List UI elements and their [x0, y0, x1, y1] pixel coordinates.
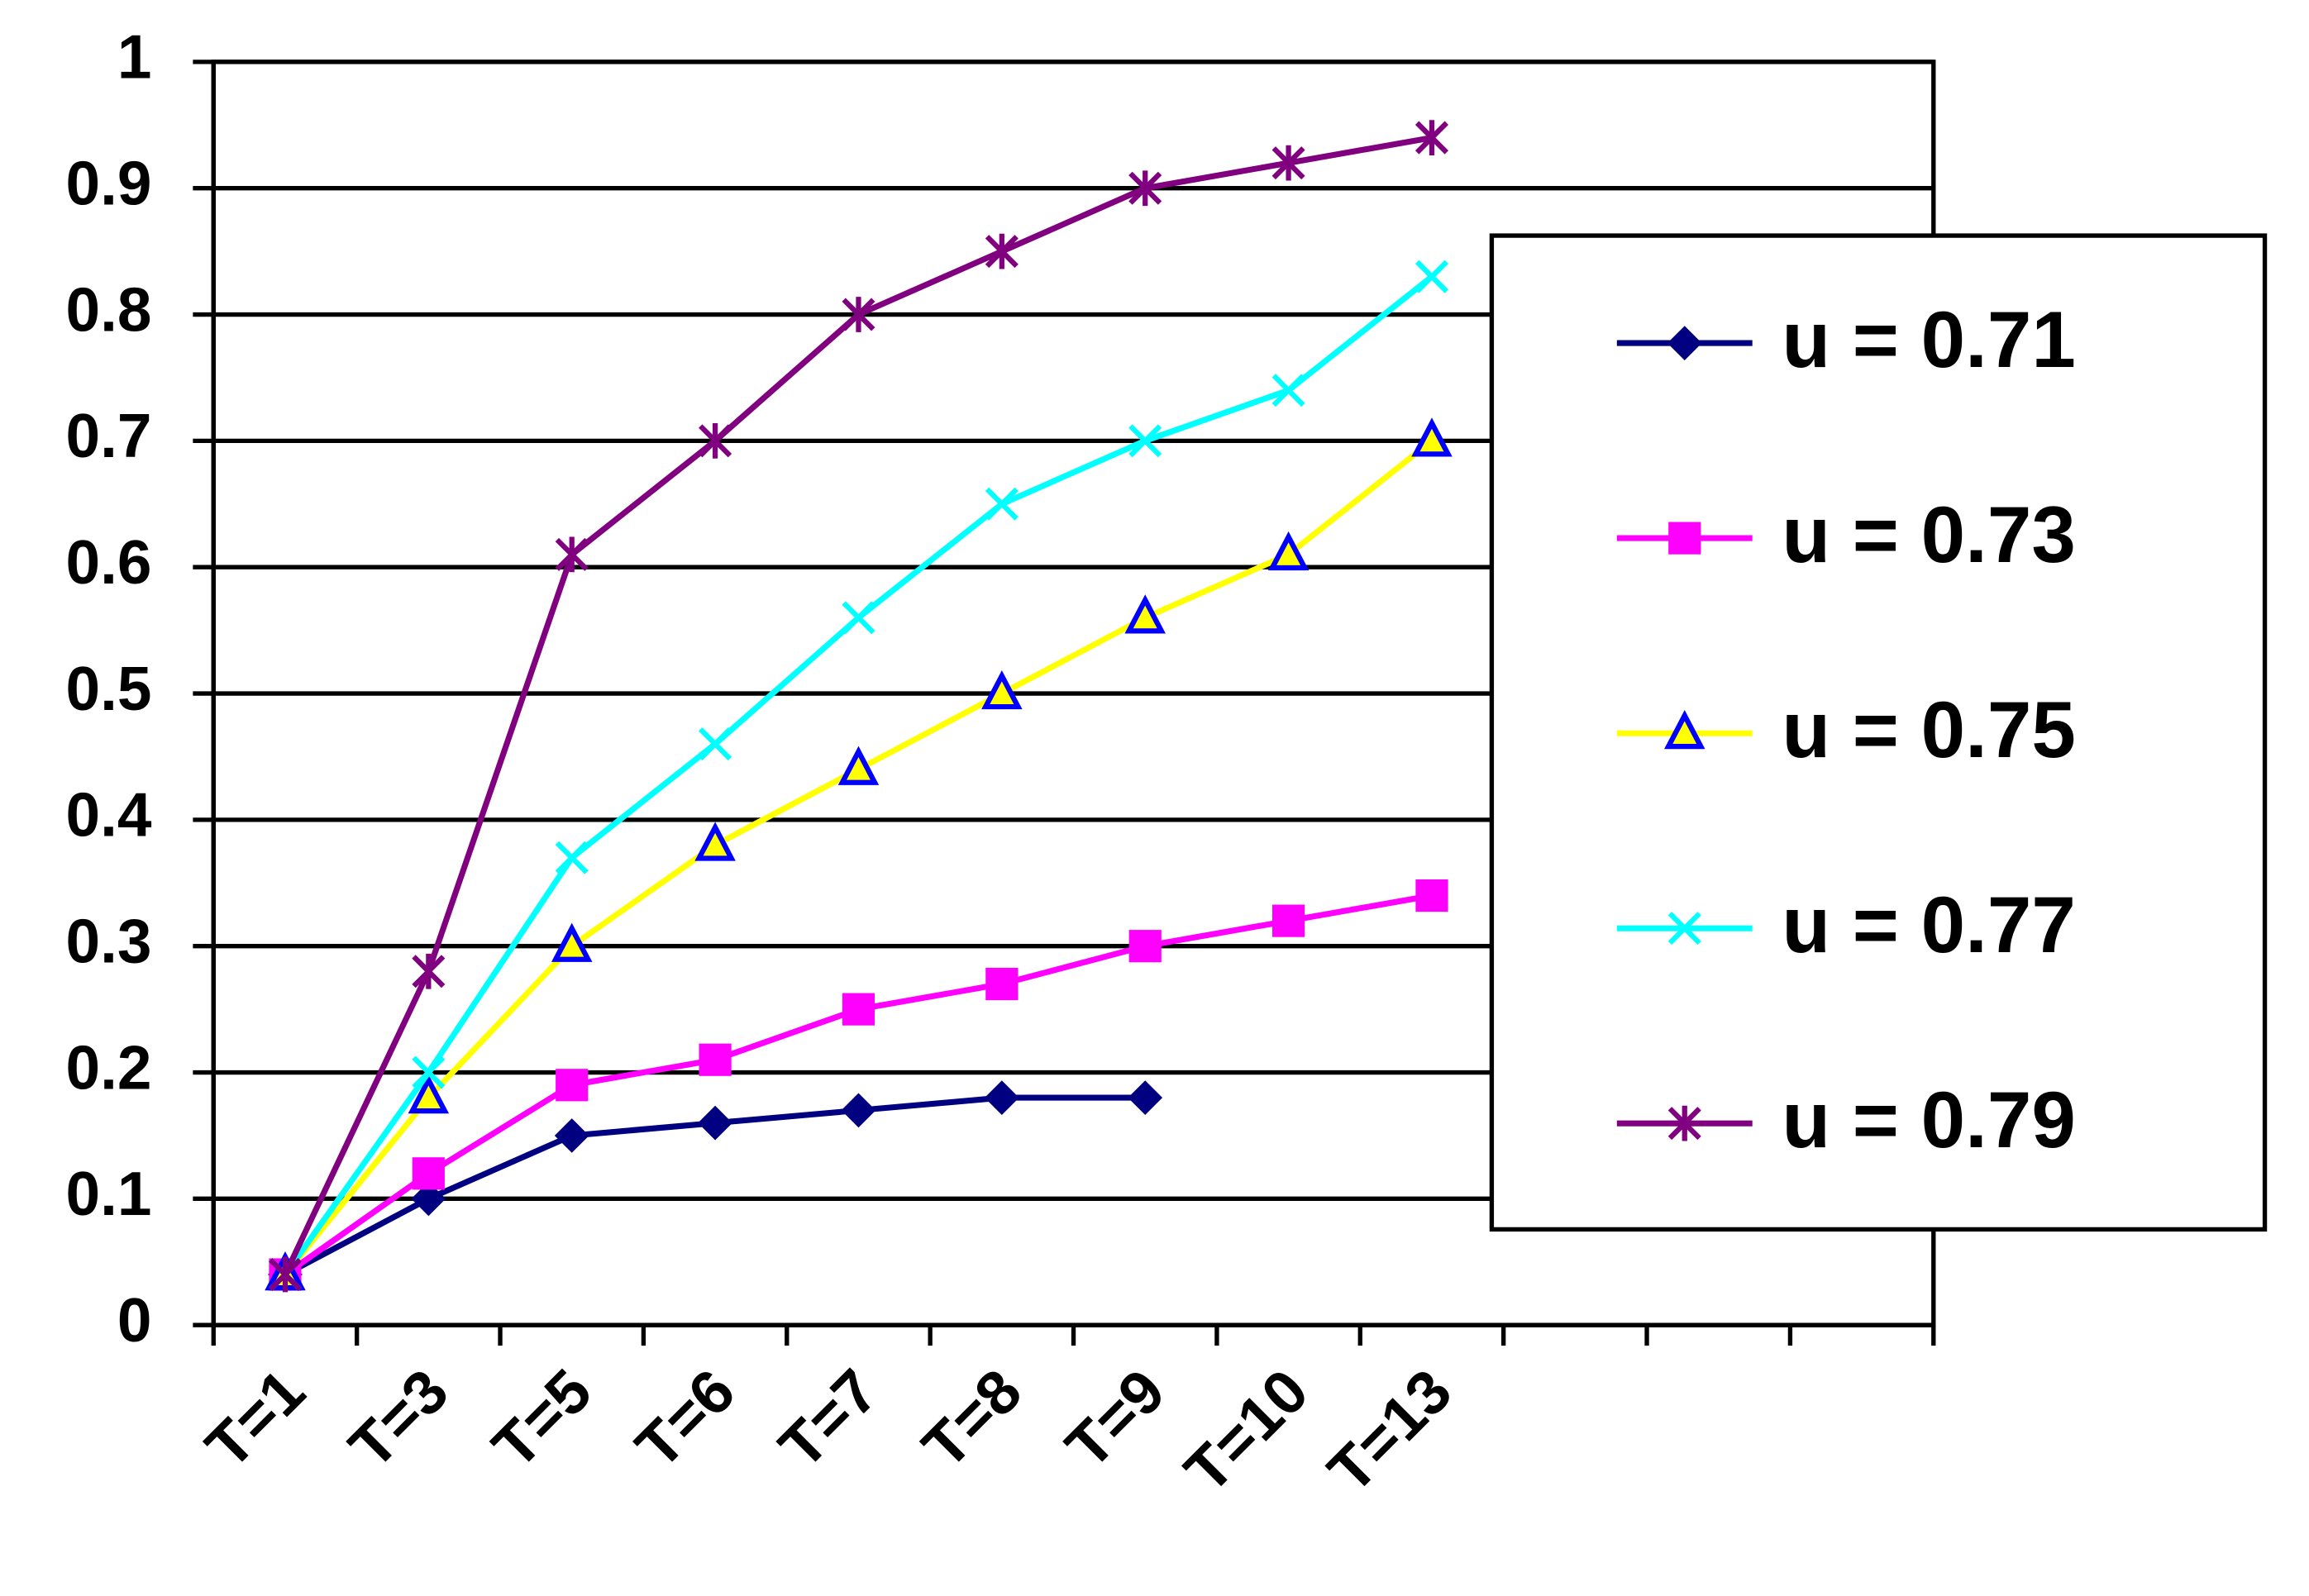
marker — [555, 841, 589, 874]
legend-label: u = 0.71 — [1782, 296, 2076, 384]
marker — [1271, 145, 1305, 181]
marker — [985, 967, 1019, 1001]
marker — [985, 233, 1019, 269]
y-tick-label: 0.7 — [65, 401, 151, 470]
marker — [985, 487, 1019, 521]
marker — [1128, 1080, 1163, 1115]
marker — [1411, 417, 1453, 457]
marker — [408, 1074, 450, 1114]
marker — [842, 297, 875, 332]
marker — [412, 953, 446, 989]
marker — [412, 1157, 445, 1190]
marker — [699, 422, 732, 459]
y-tick-label: 0.9 — [65, 148, 151, 217]
marker — [412, 1055, 446, 1089]
y-tick-label: 1 — [117, 22, 152, 92]
marker — [1267, 531, 1310, 571]
marker — [1415, 260, 1448, 293]
y-tick-label: 0.2 — [65, 1032, 151, 1102]
marker — [411, 1181, 446, 1217]
marker — [1128, 930, 1162, 963]
legend-label: u = 0.79 — [1782, 1076, 2076, 1165]
y-tick-label: 0.4 — [65, 780, 151, 850]
marker — [555, 536, 589, 573]
marker — [698, 1105, 732, 1141]
y-tick-label: 0 — [117, 1285, 152, 1355]
marker — [268, 1256, 302, 1293]
legend-label: u = 0.75 — [1782, 686, 2076, 774]
marker — [1415, 879, 1448, 912]
marker — [1667, 326, 1702, 360]
y-tick-label: 0.1 — [65, 1159, 151, 1228]
legend-label: u = 0.77 — [1782, 881, 2076, 970]
marker — [842, 601, 875, 635]
marker — [1664, 710, 1706, 750]
y-tick-label: 0.6 — [65, 527, 151, 597]
marker — [699, 1043, 732, 1076]
marker — [556, 1069, 589, 1102]
marker — [1271, 374, 1305, 407]
marker — [837, 746, 880, 785]
marker — [841, 1093, 876, 1128]
legend: u = 0.71 u = 0.73 u = 0.75 u = 0.77 u = 0.79 — [1489, 233, 2268, 1232]
marker — [554, 1118, 589, 1153]
marker — [1128, 424, 1162, 458]
marker — [842, 993, 875, 1026]
marker — [694, 822, 736, 861]
legend-label: u = 0.73 — [1782, 491, 2076, 579]
marker — [1128, 170, 1162, 207]
marker — [981, 669, 1023, 710]
marker — [1415, 120, 1448, 155]
marker — [1667, 912, 1701, 946]
marker — [984, 1080, 1019, 1115]
y-tick-label: 0.5 — [65, 654, 151, 723]
y-tick-label: 0.8 — [65, 274, 151, 344]
marker — [1272, 904, 1305, 937]
marker — [699, 727, 732, 761]
marker — [1668, 522, 1701, 555]
marker — [1124, 594, 1166, 634]
y-tick-label: 0.3 — [65, 906, 151, 975]
marker — [1667, 1105, 1701, 1141]
marker — [551, 922, 593, 962]
